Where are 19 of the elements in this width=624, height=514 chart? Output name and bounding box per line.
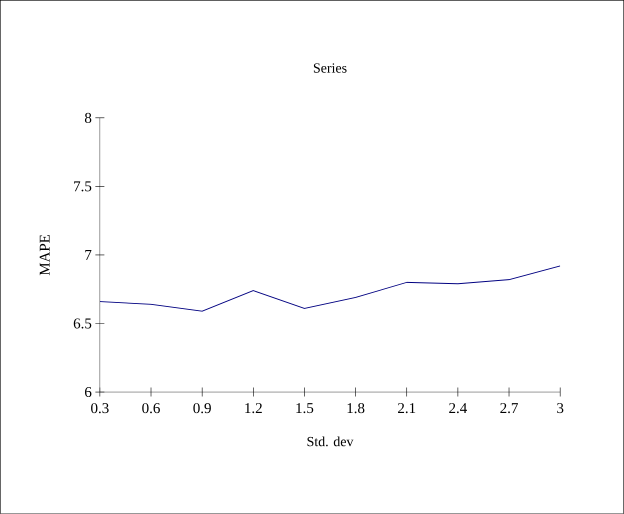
y-tick-label: 8 xyxy=(84,112,92,123)
chart-title: Series xyxy=(314,63,347,73)
y-axis-title: MAPE xyxy=(40,234,50,276)
x-tick-label: 3 xyxy=(557,403,564,414)
x-tick-label: 1.8 xyxy=(348,403,364,414)
x-tick-label: 2.1 xyxy=(398,403,416,414)
y-tick-label: 6.5 xyxy=(74,318,92,329)
x-tick-label: 2.7 xyxy=(500,403,518,414)
x-tick-label: 0.6 xyxy=(142,403,160,414)
x-tick-label: 0.3 xyxy=(91,403,109,414)
x-tick-label: 1.5 xyxy=(296,403,314,414)
x-tick-label: 2.4 xyxy=(449,403,467,414)
x-axis-title: Std. dev xyxy=(308,436,354,446)
y-tick-label: 7 xyxy=(85,250,92,260)
line-series xyxy=(100,266,560,312)
y-tick-label: 6 xyxy=(85,387,92,398)
x-tick-label: 1.2 xyxy=(245,403,262,414)
x-tick-label: 0.9 xyxy=(193,403,211,414)
y-tick-label: 7.5 xyxy=(74,181,92,192)
